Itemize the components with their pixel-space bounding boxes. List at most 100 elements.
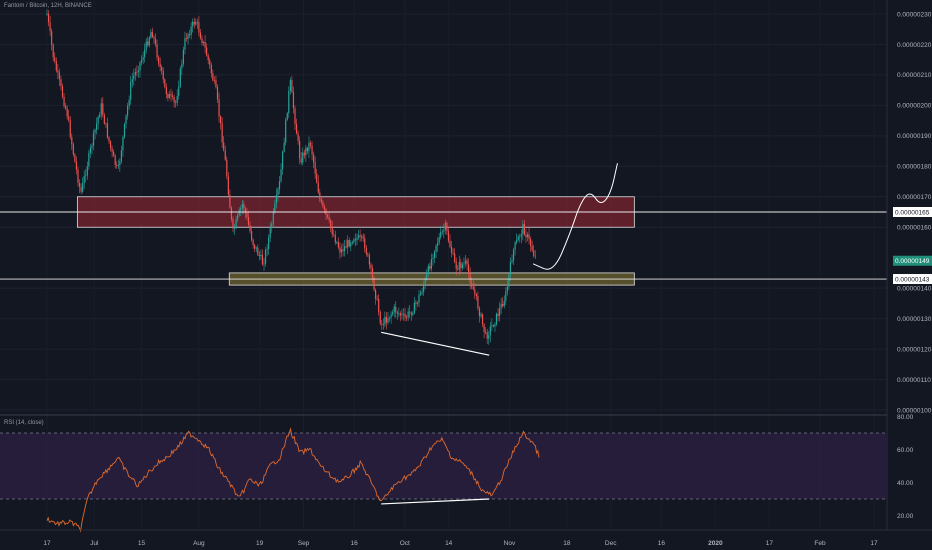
- candle-body: [241, 203, 243, 209]
- candle-body: [432, 257, 434, 259]
- time-tick-label: 14: [445, 540, 453, 547]
- candle-body: [450, 246, 453, 253]
- candle-body: [171, 95, 174, 98]
- candle-body: [367, 253, 369, 256]
- candle-body: [306, 147, 308, 152]
- candle-body: [365, 248, 367, 254]
- candle-body: [429, 266, 431, 269]
- candle-body: [503, 300, 505, 307]
- candle-body: [254, 245, 256, 249]
- candle-body: [517, 236, 519, 241]
- candle-body: [264, 249, 267, 264]
- candle-body: [260, 254, 262, 257]
- candle-body: [334, 234, 336, 243]
- candle-body: [86, 166, 88, 176]
- candle-body: [461, 264, 463, 269]
- candle-body: [489, 326, 491, 336]
- candle-body: [170, 94, 172, 96]
- candle-body: [66, 108, 68, 117]
- price-tick-label: 0.00000220: [897, 42, 932, 49]
- candle-body: [339, 247, 341, 253]
- candle-body: [474, 289, 476, 294]
- candle-body: [153, 36, 155, 39]
- candle-body: [120, 150, 122, 162]
- candle-body: [347, 240, 349, 248]
- support-price-tag-bg: [893, 274, 932, 285]
- candle-body: [472, 286, 474, 290]
- candle-body: [390, 314, 392, 318]
- candle-body: [230, 207, 233, 220]
- candle-body: [277, 189, 279, 196]
- candle-body: [150, 31, 152, 38]
- candle-body: [300, 158, 302, 163]
- candle-body: [316, 173, 318, 183]
- candle-body: [190, 26, 192, 35]
- candle-body: [201, 38, 203, 44]
- candle-body: [142, 57, 144, 61]
- candle-body: [114, 155, 116, 166]
- candle-body: [443, 230, 445, 232]
- candle-body: [446, 222, 448, 232]
- candle-body: [384, 316, 386, 325]
- candle-body: [463, 263, 465, 265]
- candle-body: [97, 117, 99, 124]
- candle-body: [193, 21, 195, 25]
- candle-body: [189, 34, 191, 36]
- price-tick-label: 0.00000200: [897, 103, 932, 110]
- candle-body: [398, 313, 400, 315]
- candle-body: [449, 240, 451, 247]
- candle-body: [159, 63, 161, 67]
- candle-body: [207, 55, 209, 61]
- candle-body: [342, 249, 344, 252]
- candle-body: [192, 21, 194, 27]
- candle-body: [187, 34, 189, 39]
- candle-body: [344, 246, 346, 252]
- candle-body: [106, 123, 109, 138]
- candle-body: [113, 151, 115, 156]
- rsi-line: [46, 427, 540, 533]
- candle-body: [249, 224, 251, 232]
- candle-body: [111, 148, 113, 152]
- candle-body: [382, 324, 384, 325]
- candle-body: [218, 99, 220, 117]
- candle-body: [393, 306, 395, 313]
- candle-body: [299, 140, 301, 159]
- candle-body: [348, 240, 350, 247]
- candle-body: [506, 286, 508, 292]
- candle-body: [413, 302, 415, 314]
- candle-body: [478, 308, 481, 317]
- candle-body: [509, 262, 512, 276]
- time-tick-label: 2020: [708, 540, 723, 547]
- candle-body: [55, 61, 57, 71]
- candle-body: [454, 253, 456, 262]
- candle-body: [165, 87, 167, 95]
- candle-body: [505, 291, 507, 301]
- candle-body: [320, 198, 322, 202]
- candle-body: [181, 63, 183, 69]
- candle-body: [475, 293, 477, 297]
- candle-body: [522, 223, 524, 234]
- candle-body: [88, 152, 90, 167]
- candle-body: [182, 49, 184, 64]
- rsi-tick-label: 20.00: [897, 513, 914, 520]
- candle-body: [167, 94, 169, 98]
- time-tick-label: 17: [870, 540, 878, 547]
- candle-body: [109, 141, 112, 149]
- candle-body: [247, 216, 250, 225]
- candle-body: [288, 90, 290, 114]
- candle-body: [336, 242, 338, 244]
- candle-body: [178, 86, 180, 97]
- candle-body: [492, 325, 494, 327]
- candle-body: [322, 201, 324, 207]
- candle-body: [261, 254, 264, 265]
- candle-body: [427, 266, 429, 274]
- candle-body: [402, 313, 405, 315]
- candle-body: [388, 317, 391, 319]
- candle-body: [213, 80, 215, 81]
- candle-body: [395, 306, 397, 313]
- candle-body: [80, 187, 82, 192]
- price-tick-label: 0.00000110: [897, 377, 931, 384]
- candle-body: [161, 66, 163, 71]
- time-tick-label: 18: [563, 540, 571, 547]
